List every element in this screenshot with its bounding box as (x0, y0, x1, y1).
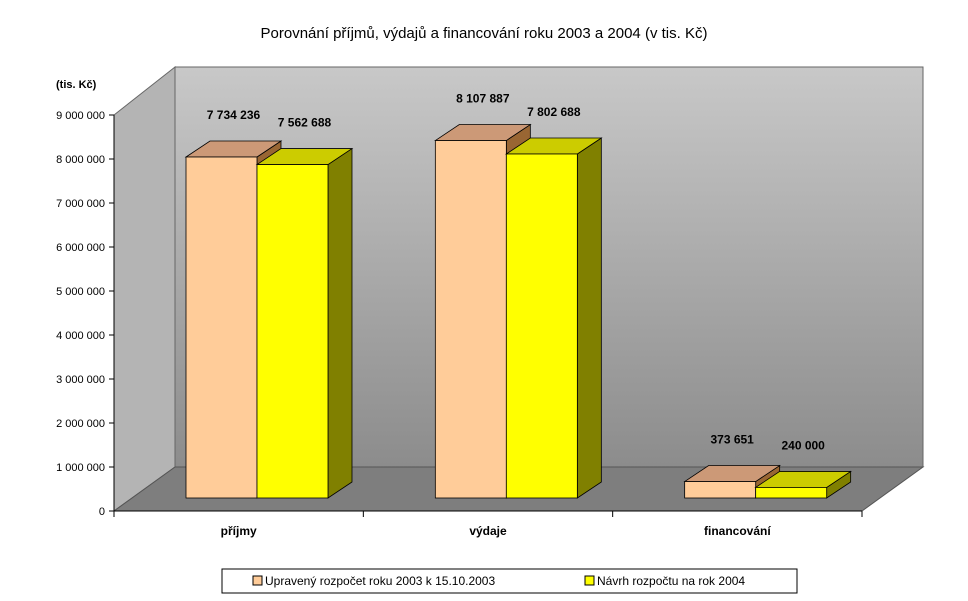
bar-výdaje-2004 (505, 137, 603, 499)
data-label: 240 000 (781, 438, 825, 452)
y-tick-label: 5 000 000 (56, 286, 105, 298)
bar-front (755, 487, 828, 499)
y-tick-label: 8 000 000 (56, 154, 105, 166)
bar-financování-2004 (754, 470, 852, 499)
legend-label-2003: Upravený rozpočet roku 2003 k 15.10.2003 (265, 574, 495, 588)
data-labels: 7 734 236 7 562 688 8 107 887 7 802 688 373 … (207, 92, 825, 453)
bar-side (576, 137, 602, 499)
y-tick-label: 2 000 000 (56, 418, 105, 430)
legend-swatch-2003 (252, 575, 263, 586)
x-axis: příjmy výdaje financování (113, 510, 863, 538)
bars (184, 123, 852, 499)
x-category-label: výdaje (469, 524, 507, 538)
bar-front (185, 156, 258, 499)
data-label: 7 734 236 (207, 108, 261, 122)
legend-swatch-2004 (584, 575, 595, 586)
bar-front (256, 164, 329, 499)
data-label: 373 651 (710, 433, 754, 447)
chart-title: Porovnání příjmů, výdajů a financování r… (261, 25, 708, 42)
y-axis: 0 1 000 000 2 000 000 3 000 000 4 000 000 5 0… (56, 110, 115, 518)
y-tick-label: 3 000 000 (56, 374, 105, 386)
y-tick-label: 0 (99, 506, 105, 518)
x-category-label: financování (704, 524, 771, 538)
data-label: 8 107 887 (456, 92, 510, 106)
bar-side (327, 147, 353, 499)
bar-front (505, 153, 578, 499)
x-category-label: příjmy (221, 524, 257, 538)
bar-front (684, 481, 757, 499)
y-tick-label: 9 000 000 (56, 110, 105, 122)
legend-box (221, 568, 798, 594)
y-tick-label: 6 000 000 (56, 242, 105, 254)
legend-label-2004: Návrh rozpočtu na rok 2004 (597, 574, 745, 588)
data-label: 7 562 688 (278, 116, 332, 130)
data-label: 7 802 688 (527, 105, 581, 119)
bar-financování-2003 (683, 464, 781, 499)
bar-příjmy-2004 (255, 147, 354, 499)
y-tick-label: 1 000 000 (56, 462, 105, 474)
y-unit-label: (tis. Kč) (56, 79, 97, 91)
bar-front (434, 140, 507, 499)
y-tick-label: 4 000 000 (56, 330, 105, 342)
side-wall (113, 65, 176, 512)
y-tick-label: 7 000 000 (56, 198, 105, 210)
legend: Upravený rozpočet roku 2003 k 15.10.2003… (221, 568, 798, 594)
